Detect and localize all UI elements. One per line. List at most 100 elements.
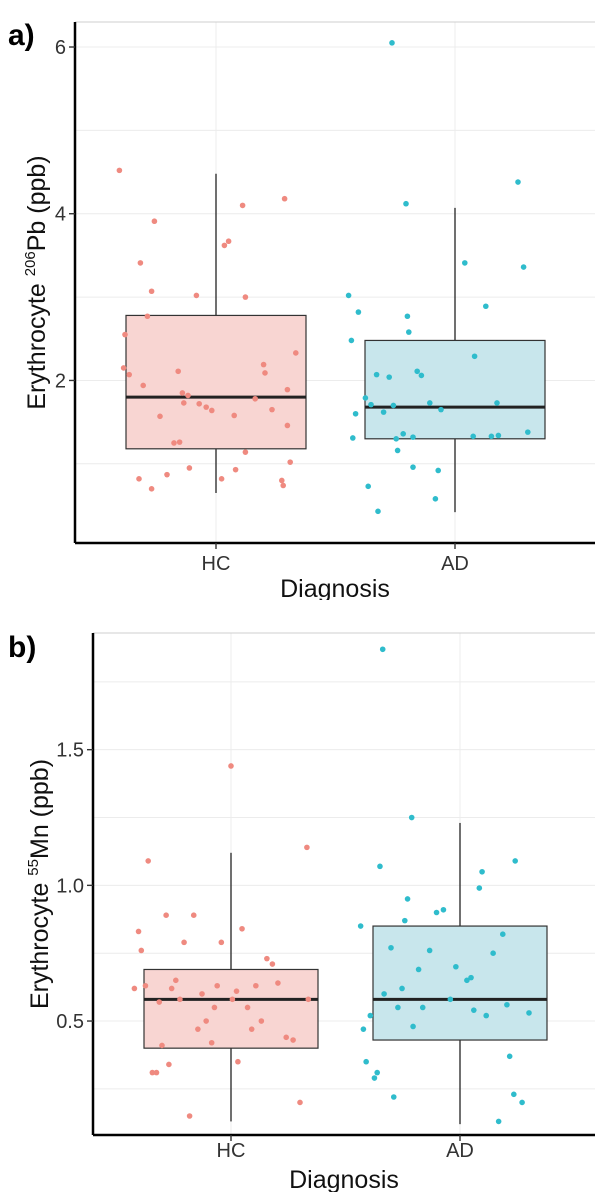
data-point	[131, 985, 138, 992]
data-point	[479, 868, 485, 875]
data-point	[418, 372, 425, 379]
data-point	[190, 912, 197, 919]
data-point	[281, 195, 288, 202]
data-point	[402, 917, 408, 924]
data-point	[239, 202, 246, 209]
data-point	[490, 950, 496, 956]
data-point	[512, 858, 518, 864]
data-point	[515, 179, 521, 185]
data-point	[229, 996, 236, 1003]
box-iqr	[143, 968, 319, 1049]
data-point	[242, 449, 249, 455]
data-point	[506, 1053, 513, 1060]
x-tick-label: HC	[202, 553, 231, 575]
box-hc	[143, 852, 319, 1122]
panel-b-chart: 0.5 1.0 1.5 HC AD Diagnosis Erythrocyte 55Mn (…	[0, 600, 595, 1192]
data-point	[471, 353, 478, 360]
data-point	[140, 382, 146, 389]
data-point	[406, 329, 412, 335]
data-point	[388, 944, 394, 951]
data-point	[287, 459, 294, 465]
box-iqr	[125, 314, 307, 450]
data-point	[181, 400, 187, 406]
data-point	[476, 885, 483, 891]
data-point	[357, 923, 364, 929]
panel-label: b)	[8, 631, 36, 664]
gridlines	[93, 633, 595, 1135]
data-point	[488, 433, 495, 440]
data-point	[483, 1012, 490, 1019]
data-point	[228, 763, 234, 769]
data-point	[381, 991, 387, 997]
data-point	[218, 476, 225, 482]
data-point	[462, 260, 468, 266]
data-point	[386, 374, 393, 380]
data-point	[203, 1018, 209, 1024]
data-point	[149, 1069, 156, 1076]
data-point	[426, 947, 433, 954]
data-point	[404, 896, 411, 902]
data-point	[177, 996, 183, 1003]
data-point	[403, 200, 409, 207]
data-point	[168, 985, 175, 992]
data-point	[352, 410, 359, 417]
gridlines	[75, 22, 595, 543]
x-tick-label: AD	[441, 553, 469, 575]
data-point	[258, 1018, 265, 1024]
panel-a-chart: 2 4 6 HC AD Diagnosis Erythrocyte 206Pb (ppb) a…	[8, 19, 595, 600]
boxplot-pb: 2 4 6 HC AD Diagnosis Erythrocyte 206Pb (ppb) a…	[8, 19, 595, 600]
data-point	[427, 400, 433, 406]
y-axis-title-suffix: Mn (ppb)	[26, 759, 54, 859]
y-axis-title-prefix: Erythrocyte	[23, 276, 51, 409]
data-point	[355, 309, 362, 315]
data-point	[375, 508, 381, 515]
data-point	[453, 963, 459, 970]
data-point	[252, 395, 258, 402]
data-point	[199, 991, 205, 997]
data-point	[345, 292, 352, 299]
data-point	[394, 447, 401, 454]
data-point	[142, 982, 149, 989]
data-point	[379, 646, 386, 653]
data-point	[494, 400, 500, 406]
data-point	[166, 1061, 172, 1068]
data-point	[186, 1113, 193, 1119]
data-point	[399, 985, 405, 992]
box-iqr	[372, 925, 548, 1041]
box-ad	[372, 822, 548, 1125]
data-point	[179, 390, 186, 396]
data-point	[365, 483, 372, 490]
y-tick-label: 1.5	[56, 740, 84, 762]
data-point	[171, 440, 177, 446]
data-point	[280, 482, 287, 489]
x-tick-label: AD	[446, 1140, 474, 1162]
data-point	[145, 858, 151, 864]
data-point	[209, 407, 215, 414]
data-point	[511, 1091, 517, 1098]
data-point	[242, 294, 249, 300]
data-point	[290, 1037, 296, 1043]
data-point	[438, 406, 444, 413]
data-point	[471, 1007, 477, 1013]
data-point	[279, 477, 285, 484]
data-point	[380, 409, 387, 415]
data-point	[164, 471, 170, 478]
data-point	[138, 947, 145, 954]
data-point	[239, 925, 245, 932]
y-axis-title: Erythrocyte 55Mn (ppb)	[25, 759, 54, 1009]
box-ad	[364, 207, 546, 513]
data-point	[464, 977, 470, 984]
data-point	[264, 955, 270, 962]
data-point	[260, 361, 267, 368]
data-point	[495, 432, 502, 439]
data-point	[363, 1058, 369, 1065]
data-point	[414, 368, 421, 375]
y-axis-title-prefix: Erythrocyte	[26, 876, 54, 1009]
data-point	[499, 931, 506, 937]
data-point	[368, 401, 374, 408]
data-point	[135, 928, 142, 935]
data-point	[159, 1042, 165, 1049]
data-point	[373, 371, 380, 378]
data-point	[525, 429, 531, 435]
data-point	[153, 1069, 160, 1076]
